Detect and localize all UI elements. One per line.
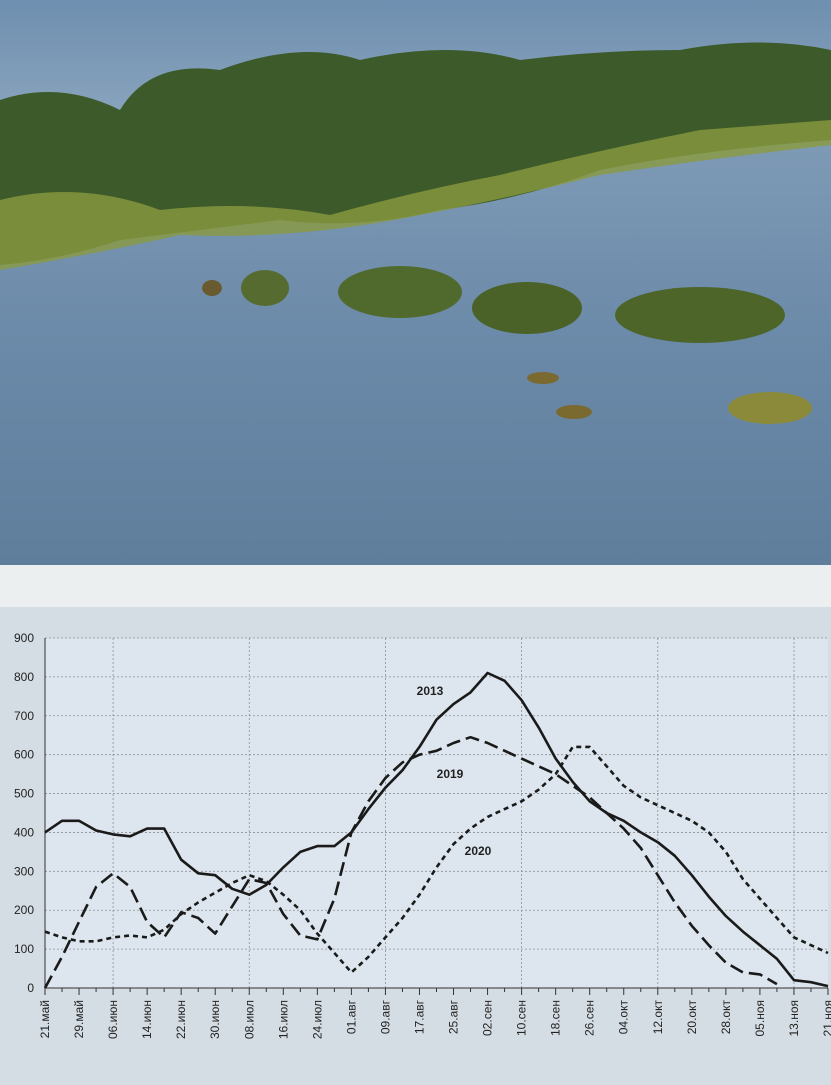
y-tick-label: 300 <box>14 864 34 878</box>
x-tick-label: 22.июн <box>174 1000 188 1039</box>
x-tick-label: 02.сен <box>481 1000 495 1036</box>
y-tick-label: 600 <box>14 748 34 762</box>
x-tick-label: 01.авг <box>344 999 358 1034</box>
x-tick-label: 26.сен <box>583 1000 597 1036</box>
y-tick-label: 500 <box>14 787 34 801</box>
y-tick-label: 0 <box>27 981 34 995</box>
y-tick-label: 400 <box>14 825 34 839</box>
x-tick-label: 30.июн <box>208 1000 222 1039</box>
series-label: 2013 <box>417 684 444 698</box>
plot-area <box>45 638 828 988</box>
x-tick-label: 29.май <box>72 1000 86 1038</box>
x-tick-label: 17.авг <box>412 999 426 1034</box>
y-tick-label: 700 <box>14 709 34 723</box>
x-tick-label: 16.июл <box>276 1000 290 1039</box>
x-tick-label: 21.май <box>38 1000 52 1038</box>
x-tick-label: 06.июн <box>106 1000 120 1039</box>
y-tick-label: 100 <box>14 942 34 956</box>
series-label: 2019 <box>437 767 464 781</box>
x-tick-label: 09.авг <box>378 999 392 1034</box>
x-tick-label: 08.июл <box>242 1000 256 1039</box>
x-tick-label: 18.сен <box>549 1000 563 1036</box>
x-tick-label: 04.окт <box>617 1000 631 1035</box>
y-tick-label: 800 <box>14 670 34 684</box>
x-tick-label: 13.ноя <box>787 1000 801 1036</box>
y-tick-label: 200 <box>14 903 34 917</box>
series-label: 2020 <box>465 844 492 858</box>
x-tick-label: 20.окт <box>685 1000 699 1035</box>
x-tick-label: 12.окт <box>651 1000 665 1035</box>
series-line <box>43 735 778 989</box>
x-tick-label: 24.июл <box>310 1000 324 1039</box>
x-tick-label: 10.сен <box>515 1000 529 1036</box>
x-tick-label: 05.ноя <box>753 1000 767 1036</box>
x-tick-label: 14.июн <box>140 1000 154 1039</box>
x-tick-label: 21.ноя <box>821 1000 831 1036</box>
series-line <box>44 671 829 988</box>
series-line <box>44 745 829 974</box>
y-tick-label: 900 <box>14 631 34 645</box>
x-tick-label: 28.окт <box>719 1000 733 1035</box>
x-tick-label: 25.авг <box>447 999 461 1034</box>
